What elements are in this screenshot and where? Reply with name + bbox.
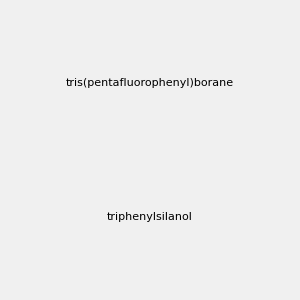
Text: triphenylsilanol: triphenylsilanol: [107, 212, 193, 223]
Text: tris(pentafluorophenyl)borane: tris(pentafluorophenyl)borane: [66, 77, 234, 88]
